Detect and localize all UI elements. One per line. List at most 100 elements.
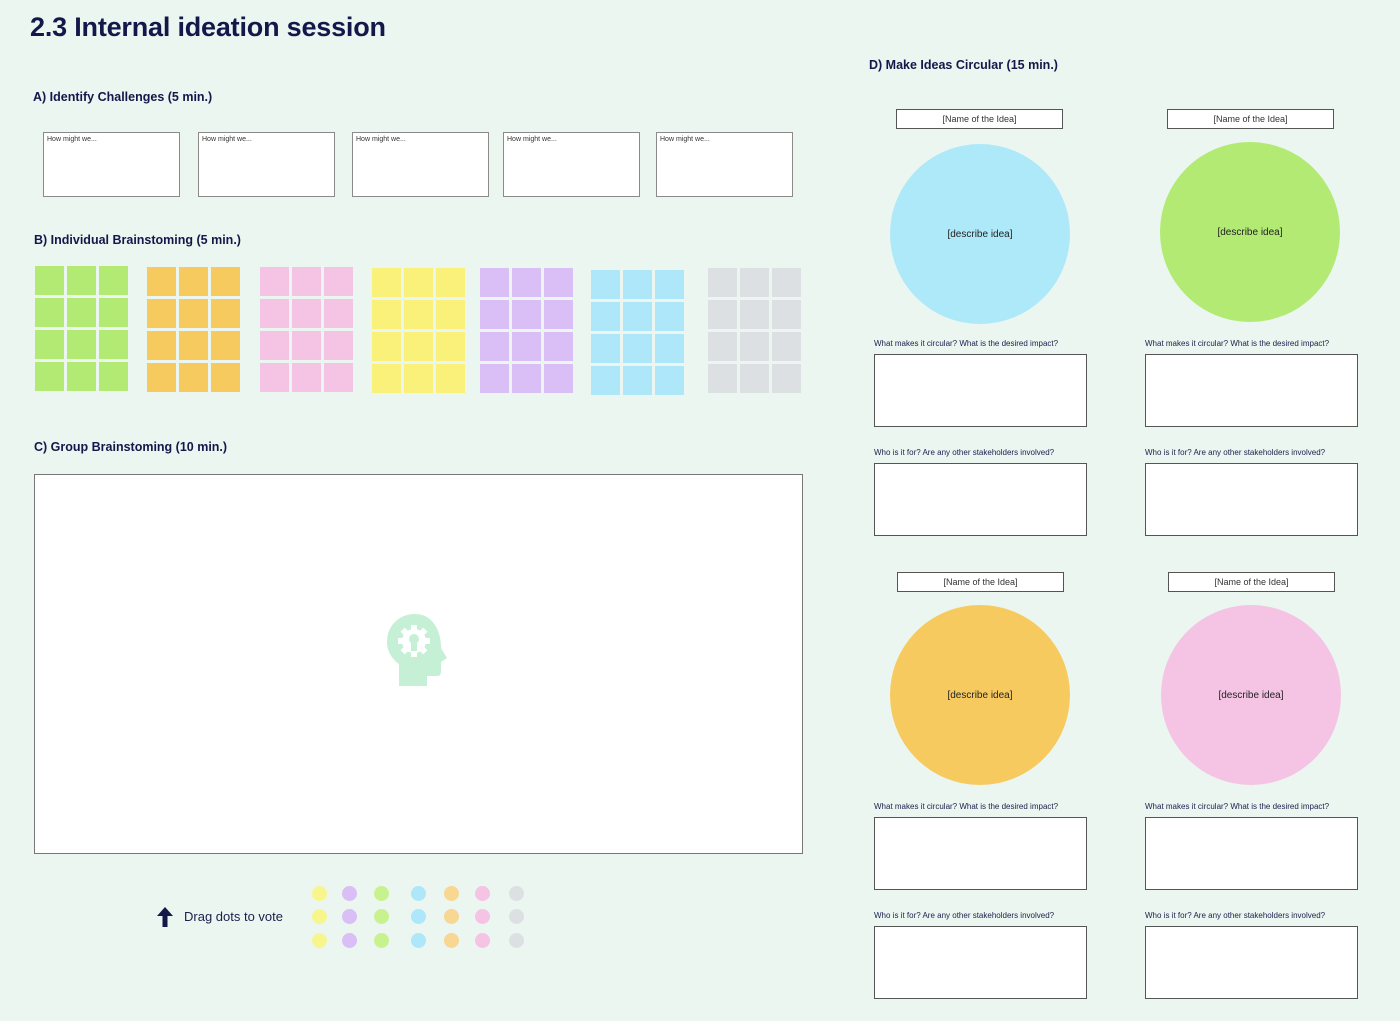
sticky-note[interactable] <box>147 267 176 296</box>
sticky-note[interactable] <box>211 331 240 360</box>
sticky-note[interactable] <box>772 268 801 297</box>
sticky-note[interactable] <box>260 267 289 296</box>
sticky-note[interactable] <box>35 330 64 359</box>
sticky-note[interactable] <box>740 364 769 393</box>
sticky-note[interactable] <box>260 299 289 328</box>
sticky-note[interactable] <box>211 363 240 392</box>
vote-dot[interactable] <box>509 933 524 948</box>
sticky-note[interactable] <box>655 366 684 395</box>
vote-dot[interactable] <box>444 886 459 901</box>
sticky-note[interactable] <box>292 267 321 296</box>
sticky-note[interactable] <box>404 300 433 329</box>
sticky-note[interactable] <box>512 300 541 329</box>
challenge-box-2[interactable]: How might we... <box>198 132 335 197</box>
sticky-note[interactable] <box>512 268 541 297</box>
sticky-note[interactable] <box>436 300 465 329</box>
sticky-note[interactable] <box>260 331 289 360</box>
challenge-box-5[interactable]: How might we... <box>656 132 793 197</box>
sticky-note[interactable] <box>708 300 737 329</box>
vote-dot[interactable] <box>411 909 426 924</box>
sticky-note[interactable] <box>292 363 321 392</box>
sticky-note[interactable] <box>772 300 801 329</box>
vote-dot[interactable] <box>411 886 426 901</box>
sticky-note[interactable] <box>544 268 573 297</box>
vote-dot[interactable] <box>374 886 389 901</box>
sticky-note[interactable] <box>260 363 289 392</box>
vote-dot[interactable] <box>475 933 490 948</box>
sticky-note[interactable] <box>35 362 64 391</box>
sticky-note[interactable] <box>544 364 573 393</box>
sticky-note[interactable] <box>623 366 652 395</box>
sticky-note[interactable] <box>372 332 401 361</box>
idea-name-field[interactable]: [Name of the Idea] <box>1167 109 1334 129</box>
sticky-note[interactable] <box>655 334 684 363</box>
challenge-box-3[interactable]: How might we... <box>352 132 489 197</box>
stakeholders-field[interactable] <box>1145 463 1358 536</box>
vote-dot[interactable] <box>475 909 490 924</box>
stakeholders-field[interactable] <box>1145 926 1358 999</box>
sticky-note[interactable] <box>623 270 652 299</box>
sticky-note[interactable] <box>623 302 652 331</box>
sticky-note[interactable] <box>324 267 353 296</box>
sticky-note[interactable] <box>179 267 208 296</box>
sticky-note[interactable] <box>147 363 176 392</box>
sticky-note[interactable] <box>67 298 96 327</box>
vote-dot[interactable] <box>509 886 524 901</box>
sticky-note[interactable] <box>591 334 620 363</box>
sticky-note[interactable] <box>544 332 573 361</box>
sticky-note[interactable] <box>99 330 128 359</box>
sticky-note[interactable] <box>211 299 240 328</box>
idea-circle[interactable]: [describe idea] <box>890 144 1070 324</box>
sticky-note[interactable] <box>404 268 433 297</box>
circular-impact-field[interactable] <box>1145 817 1358 890</box>
sticky-note[interactable] <box>480 364 509 393</box>
sticky-note[interactable] <box>708 268 737 297</box>
vote-dot[interactable] <box>342 933 357 948</box>
sticky-note[interactable] <box>147 331 176 360</box>
sticky-note[interactable] <box>655 302 684 331</box>
sticky-note[interactable] <box>324 299 353 328</box>
idea-name-field[interactable]: [Name of the Idea] <box>1168 572 1335 592</box>
sticky-note[interactable] <box>35 266 64 295</box>
sticky-note[interactable] <box>372 268 401 297</box>
sticky-note[interactable] <box>372 300 401 329</box>
sticky-note[interactable] <box>740 332 769 361</box>
sticky-note[interactable] <box>404 364 433 393</box>
sticky-note[interactable] <box>436 268 465 297</box>
sticky-note[interactable] <box>480 300 509 329</box>
sticky-note[interactable] <box>436 332 465 361</box>
sticky-note[interactable] <box>772 364 801 393</box>
vote-dot[interactable] <box>342 886 357 901</box>
sticky-note[interactable] <box>99 362 128 391</box>
sticky-note[interactable] <box>480 332 509 361</box>
sticky-note[interactable] <box>404 332 433 361</box>
vote-dot[interactable] <box>475 886 490 901</box>
sticky-note[interactable] <box>480 268 509 297</box>
vote-dot[interactable] <box>374 933 389 948</box>
sticky-note[interactable] <box>292 299 321 328</box>
sticky-note[interactable] <box>179 331 208 360</box>
vote-dot[interactable] <box>312 886 327 901</box>
vote-dot[interactable] <box>312 909 327 924</box>
sticky-note[interactable] <box>324 363 353 392</box>
circular-impact-field[interactable] <box>1145 354 1358 427</box>
circular-impact-field[interactable] <box>874 354 1087 427</box>
sticky-note[interactable] <box>740 300 769 329</box>
idea-circle[interactable]: [describe idea] <box>1160 142 1340 322</box>
sticky-note[interactable] <box>147 299 176 328</box>
vote-dot[interactable] <box>444 933 459 948</box>
sticky-note[interactable] <box>324 331 353 360</box>
vote-dot[interactable] <box>509 909 524 924</box>
challenge-box-4[interactable]: How might we... <box>503 132 640 197</box>
vote-dot[interactable] <box>444 909 459 924</box>
sticky-note[interactable] <box>512 332 541 361</box>
sticky-note[interactable] <box>35 298 64 327</box>
sticky-note[interactable] <box>591 302 620 331</box>
idea-circle[interactable]: [describe idea] <box>890 605 1070 785</box>
sticky-note[interactable] <box>99 266 128 295</box>
stakeholders-field[interactable] <box>874 463 1087 536</box>
sticky-note[interactable] <box>591 270 620 299</box>
idea-name-field[interactable]: [Name of the Idea] <box>896 109 1063 129</box>
circular-impact-field[interactable] <box>874 817 1087 890</box>
sticky-note[interactable] <box>708 332 737 361</box>
